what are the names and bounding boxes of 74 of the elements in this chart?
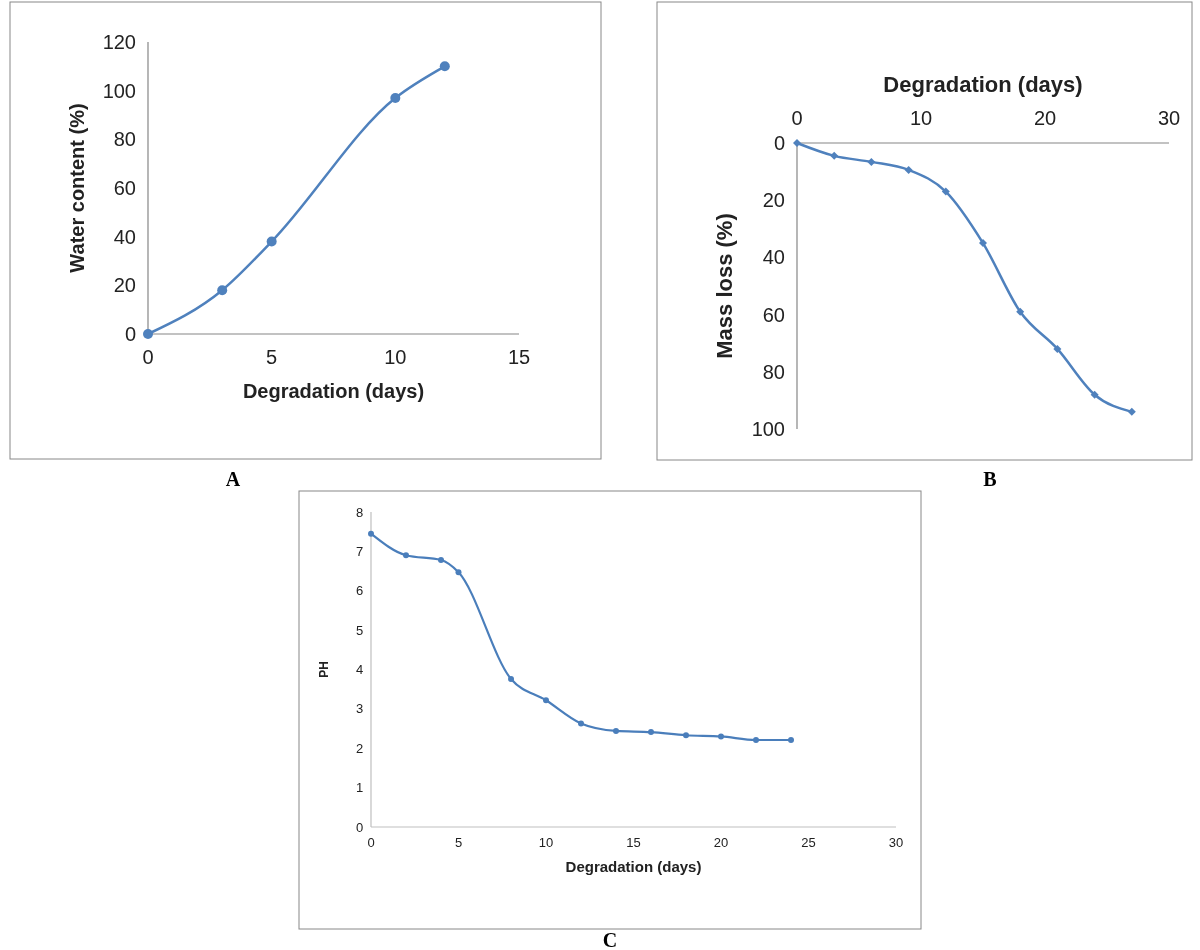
x-tick-label: 10 — [909, 107, 933, 129]
point — [403, 552, 409, 559]
x-tick-label: 15 — [626, 834, 641, 850]
y-tick-label: 100 — [751, 418, 785, 440]
y-tick-label: 80 — [762, 360, 785, 383]
point — [543, 697, 549, 704]
y-tick-label: 80 — [113, 128, 136, 151]
x-tick-label: 30 — [888, 834, 904, 850]
point — [683, 732, 689, 739]
y-tick-label: 5 — [355, 622, 364, 638]
y-tick-label: 1 — [355, 780, 364, 796]
point — [390, 92, 401, 103]
point — [578, 720, 584, 727]
x-tick-label: 10 — [384, 346, 407, 368]
x-tick-label: 10 — [538, 834, 554, 850]
point — [455, 569, 462, 576]
x-tick-label: 25 — [801, 834, 816, 850]
point — [793, 139, 801, 147]
x-tick-label: 20 — [1033, 107, 1057, 129]
x-tick-label: 0 — [791, 107, 803, 129]
y-tick-label: 20 — [762, 189, 785, 212]
point — [830, 151, 839, 160]
point — [143, 329, 153, 339]
point — [439, 61, 450, 72]
x-tick-label: 5 — [454, 834, 463, 850]
point — [753, 736, 759, 743]
point — [217, 285, 228, 296]
x-tick-label: 30 — [1157, 107, 1181, 129]
y-axis-title: Water content (%) — [66, 103, 88, 273]
y-tick-label: 40 — [113, 225, 136, 248]
y-tick-label: 60 — [113, 177, 136, 199]
y-axis-title: Mass loss (%) — [711, 213, 737, 359]
y-tick-label: 6 — [355, 583, 364, 599]
x-tick-label: 0 — [142, 346, 154, 368]
point — [1016, 307, 1025, 316]
y-tick-label: 0 — [124, 323, 136, 345]
y-tick-label: 120 — [102, 31, 136, 53]
y-tick-label: 2 — [355, 740, 364, 756]
point — [979, 239, 987, 248]
text: B — [983, 468, 997, 490]
point — [1053, 344, 1062, 353]
point — [1090, 390, 1099, 399]
y-tick-label: 4 — [355, 662, 364, 678]
point — [1127, 407, 1136, 416]
x-axis-title: Degradation (days) — [242, 380, 425, 402]
point — [508, 675, 514, 682]
y-tick-label: 40 — [762, 246, 785, 269]
y-tick-label: 60 — [762, 303, 785, 326]
y-tick-label: 0 — [773, 132, 785, 154]
point — [613, 727, 619, 734]
y-tick-label: 7 — [355, 543, 364, 559]
point — [718, 733, 724, 740]
y-tick-label: 20 — [113, 274, 136, 297]
point — [368, 530, 374, 537]
point — [648, 729, 654, 736]
y-tick-label: 100 — [102, 79, 136, 102]
x-tick-label: 5 — [266, 346, 278, 368]
point — [904, 165, 913, 174]
y-tick-label: 0 — [355, 819, 364, 835]
point — [266, 236, 277, 247]
point — [788, 736, 794, 743]
y-tick-label: 3 — [355, 701, 364, 717]
text: A — [225, 468, 241, 490]
x-axis-title: Degradation (days) — [565, 858, 702, 875]
text: C — [602, 929, 618, 950]
point — [438, 557, 444, 564]
x-tick-label: 20 — [713, 834, 729, 850]
x-tick-label: 15 — [507, 346, 531, 368]
point — [867, 157, 876, 166]
y-tick-label: 8 — [355, 504, 364, 520]
x-axis-title: Degradation (days) — [883, 72, 1083, 97]
point — [941, 187, 950, 196]
y-axis-title: PH — [317, 661, 332, 678]
x-tick-label: 0 — [367, 834, 375, 850]
